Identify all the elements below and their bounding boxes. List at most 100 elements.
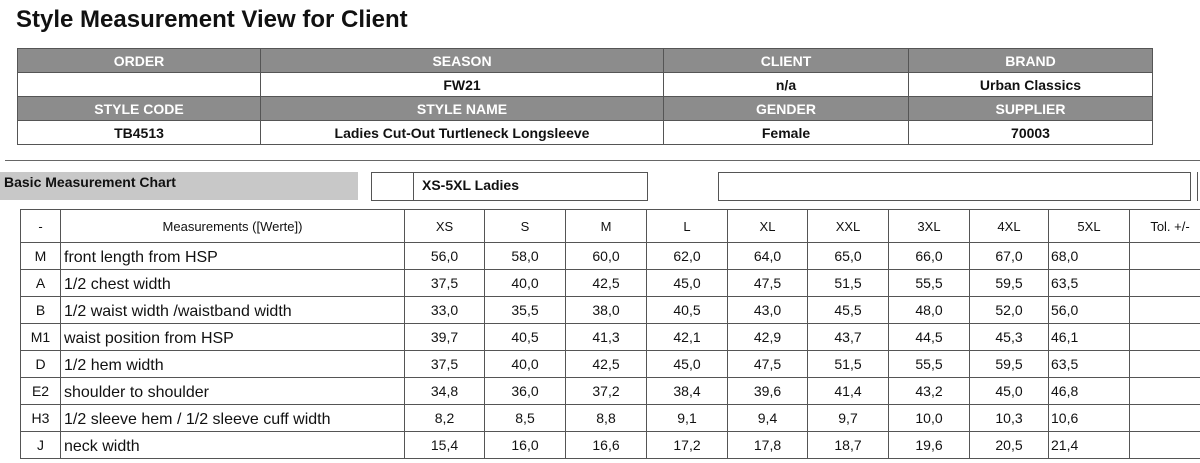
row-code: A: [20, 269, 61, 297]
tolerance: [1129, 296, 1200, 324]
measurement-value: 37,5: [404, 350, 485, 378]
row-name: 1/2 chest width: [60, 269, 405, 297]
row-code: E2: [20, 377, 61, 405]
measurement-value: 45,5: [807, 296, 889, 324]
measurement-value: 46,8: [1048, 377, 1130, 405]
measurement-value: 9,7: [807, 404, 889, 432]
info-label: STYLE NAME: [260, 96, 664, 121]
row-name: shoulder to shoulder: [60, 377, 405, 405]
measurement-value: 44,5: [888, 323, 970, 351]
measurement-value: 40,5: [484, 323, 566, 351]
row-code: B: [20, 296, 61, 324]
measurement-value: 43,2: [888, 377, 970, 405]
measurement-value: 51,5: [807, 350, 889, 378]
measurement-value: 58,0: [484, 242, 566, 270]
tolerance: [1129, 242, 1200, 270]
measurement-value: 60,0: [565, 242, 647, 270]
tolerance: [1129, 350, 1200, 378]
measurement-value: 40,0: [484, 350, 566, 378]
info-value: FW21: [260, 72, 664, 97]
measurement-value: 68,0: [1048, 242, 1130, 270]
measurement-value: 37,5: [404, 269, 485, 297]
measurement-value: 10,3: [969, 404, 1049, 432]
measurement-value: 42,1: [646, 323, 728, 351]
row-name: 1/2 hem width: [60, 350, 405, 378]
measurement-value: 45,0: [646, 350, 728, 378]
measurement-value: 47,5: [727, 269, 808, 297]
measurement-value: 17,2: [646, 431, 728, 459]
info-label: SEASON: [260, 48, 664, 73]
column-header: -: [20, 209, 61, 243]
info-label: STYLE CODE: [17, 96, 261, 121]
measurement-value: 55,5: [888, 269, 970, 297]
row-code: J: [20, 431, 61, 459]
measurement-value: 9,4: [727, 404, 808, 432]
measurement-value: 45,0: [969, 377, 1049, 405]
measurement-value: 43,0: [727, 296, 808, 324]
info-value: 70003: [908, 120, 1153, 145]
info-value: Female: [663, 120, 909, 145]
measurement-value: 9,1: [646, 404, 728, 432]
column-header: 5XL: [1048, 209, 1130, 243]
measurement-value: 16,6: [565, 431, 647, 459]
column-header: Tol. +/-: [1129, 209, 1200, 243]
measurement-value: 38,0: [565, 296, 647, 324]
measurement-value: 63,5: [1048, 350, 1130, 378]
column-header: L: [646, 209, 728, 243]
measurement-value: 37,2: [565, 377, 647, 405]
measurement-value: 55,5: [888, 350, 970, 378]
measurement-value: 20,5: [969, 431, 1049, 459]
measurement-value: 52,0: [969, 296, 1049, 324]
row-name: neck width: [60, 431, 405, 459]
column-header: XXL: [807, 209, 889, 243]
empty-box: [371, 172, 414, 201]
info-value: [17, 72, 261, 97]
measurement-value: 36,0: [484, 377, 566, 405]
info-value: Ladies Cut-Out Turtleneck Longsleeve: [260, 120, 664, 145]
size-range: XS-5XL Ladies: [413, 172, 648, 201]
section-label: Basic Measurement Chart: [0, 172, 358, 200]
row-code: D: [20, 350, 61, 378]
measurement-value: 48,0: [888, 296, 970, 324]
column-header: XL: [727, 209, 808, 243]
measurement-value: 40,0: [484, 269, 566, 297]
measurement-value: 45,3: [969, 323, 1049, 351]
measurement-value: 56,0: [404, 242, 485, 270]
divider: [5, 160, 1200, 161]
info-label: CLIENT: [663, 48, 909, 73]
row-code: M: [20, 242, 61, 270]
info-label: BRAND: [908, 48, 1153, 73]
tolerance: [1129, 431, 1200, 459]
measurement-value: 17,8: [727, 431, 808, 459]
measurement-value: 51,5: [807, 269, 889, 297]
column-header: Measurements ([Werte]): [60, 209, 405, 243]
measurement-value: 47,5: [727, 350, 808, 378]
measurement-value: 19,6: [888, 431, 970, 459]
tolerance: [1129, 323, 1200, 351]
measurement-value: 8,5: [484, 404, 566, 432]
row-name: 1/2 sleeve hem / 1/2 sleeve cuff width: [60, 404, 405, 432]
row-name: front length from HSP: [60, 242, 405, 270]
info-label: GENDER: [663, 96, 909, 121]
row-name: 1/2 waist width /waistband width: [60, 296, 405, 324]
tolerance: [1129, 404, 1200, 432]
measurement-value: 10,0: [888, 404, 970, 432]
column-header: S: [484, 209, 566, 243]
info-label: SUPPLIER: [908, 96, 1153, 121]
measurement-value: 38,4: [646, 377, 728, 405]
measurement-value: 66,0: [888, 242, 970, 270]
measurement-value: 67,0: [969, 242, 1049, 270]
measurement-value: 35,5: [484, 296, 566, 324]
info-value: n/a: [663, 72, 909, 97]
tolerance: [1129, 269, 1200, 297]
empty-box: [1197, 172, 1200, 201]
row-code: H3: [20, 404, 61, 432]
measurement-value: 62,0: [646, 242, 728, 270]
measurement-value: 34,8: [404, 377, 485, 405]
measurement-value: 45,0: [646, 269, 728, 297]
column-header: 4XL: [969, 209, 1049, 243]
tolerance: [1129, 377, 1200, 405]
measurement-value: 8,2: [404, 404, 485, 432]
info-label: ORDER: [17, 48, 261, 73]
measurement-value: 15,4: [404, 431, 485, 459]
